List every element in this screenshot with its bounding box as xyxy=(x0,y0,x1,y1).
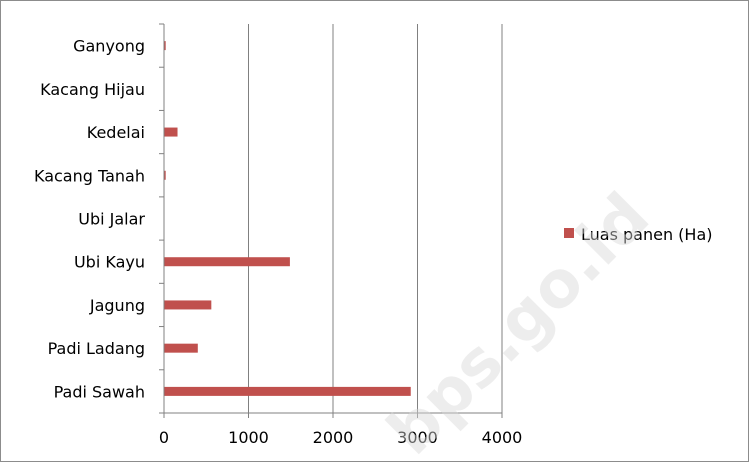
y-tick-label: Kacang Tanah xyxy=(34,166,145,185)
x-tick-label: 1000 xyxy=(228,428,269,447)
y-tick-label: Ganyong xyxy=(73,37,145,56)
axes xyxy=(159,23,503,418)
bar xyxy=(164,170,166,180)
x-tick-label: 3000 xyxy=(397,428,438,447)
legend-swatch xyxy=(564,228,574,238)
bar xyxy=(164,127,178,137)
x-tick-label: 0 xyxy=(159,428,169,447)
bar xyxy=(164,386,411,396)
x-tick-label: 4000 xyxy=(482,428,523,447)
y-tick-label: Padi Sawah xyxy=(54,382,145,401)
y-tick-label: Kacang Hijau xyxy=(40,80,145,99)
gridlines xyxy=(248,24,503,413)
x-tick-labels: 0 1000 2000 3000 4000 xyxy=(159,428,522,447)
bar xyxy=(164,300,212,310)
y-tick-label: Kedelai xyxy=(87,123,145,142)
bars xyxy=(164,41,411,396)
y-tick-label: Jagung xyxy=(89,296,145,315)
bar xyxy=(164,343,198,353)
y-tick-label: Ubi Jalar xyxy=(78,210,145,229)
bar xyxy=(164,257,290,267)
y-tick-labels: Padi Sawah Padi Ladang Jagung Ubi Kayu Ubi J… xyxy=(34,37,145,402)
legend-label: Luas panen (Ha) xyxy=(581,225,713,244)
y-tick-label: Padi Ladang xyxy=(48,339,145,358)
y-tick-label: Ubi Kayu xyxy=(74,253,145,272)
x-tick-label: 2000 xyxy=(313,428,354,447)
bar xyxy=(164,41,166,51)
legend: Luas panen (Ha) xyxy=(564,225,713,244)
